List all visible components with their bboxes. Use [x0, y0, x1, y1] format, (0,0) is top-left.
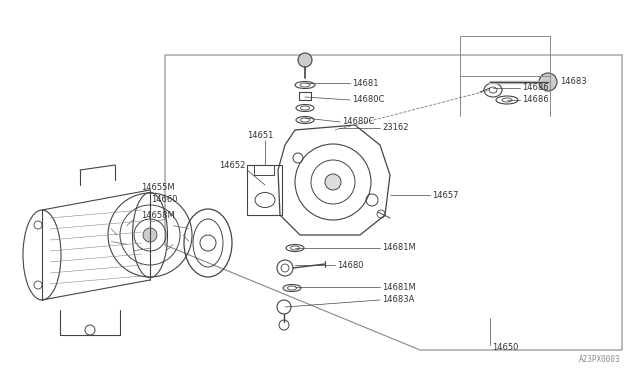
Bar [460, 36, 550, 76]
Text: 14686: 14686 [522, 96, 548, 105]
Bar [247, 165, 282, 215]
Circle shape [325, 174, 341, 190]
Text: 14680: 14680 [337, 260, 364, 269]
Text: 14652: 14652 [219, 160, 245, 170]
Circle shape [298, 53, 312, 67]
Text: 14658M: 14658M [141, 211, 175, 219]
Circle shape [143, 228, 157, 242]
Text: 14680C: 14680C [342, 118, 374, 126]
Text: 14681M: 14681M [382, 244, 416, 253]
Text: 14650: 14650 [492, 343, 518, 353]
Text: 14655M: 14655M [141, 183, 175, 192]
Text: 14683A: 14683A [382, 295, 414, 305]
Text: 14681M: 14681M [382, 282, 416, 292]
Bar [254, 165, 274, 175]
Text: 14683: 14683 [560, 77, 587, 87]
Circle shape [539, 73, 557, 91]
Text: 14660: 14660 [152, 196, 178, 205]
Text: 14681: 14681 [352, 78, 378, 87]
Text: 14680C: 14680C [352, 96, 385, 105]
Text: 14651: 14651 [247, 131, 273, 140]
Text: A23PX0003: A23PX0003 [579, 356, 620, 365]
Text: 23162: 23162 [382, 124, 408, 132]
Text: 14657: 14657 [432, 190, 458, 199]
Text: 14686: 14686 [522, 83, 548, 93]
